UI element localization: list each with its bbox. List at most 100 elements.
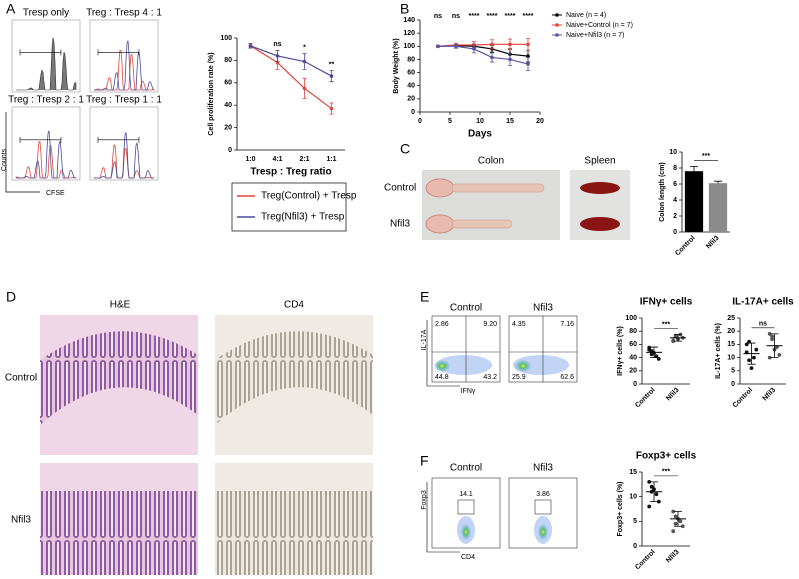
legend-label: Naive+Control (n = 7) [566,22,633,29]
histogram-title: Tresp only [23,8,69,19]
flow-ylabel: IL-17A [421,329,428,350]
dot [671,529,676,534]
flow-ylabel: Foxp3 [421,490,428,510]
bar [684,171,704,232]
histogram-trace [94,40,155,91]
histogram-trace [93,49,155,91]
chart-title: Foxp3+ cells [636,451,697,462]
cell-cloud [461,524,471,540]
y-tick-label: 40 [629,354,637,361]
significance: ns [759,321,767,328]
significance: ns [273,41,281,48]
dot [671,509,676,514]
histology-row-label: Nfil3 [11,515,31,526]
y-tick-label: 20 [224,124,232,131]
histogram-xlabel: CFSE [46,190,65,197]
flow-xlabel: IFNγ [461,388,476,395]
x-tick-label: Control [732,387,755,410]
flow-column-label: Control [450,303,482,314]
dot [777,353,782,357]
quadrant-value: 7.16 [560,321,574,328]
y-tick-label: 10 [727,354,735,361]
dot [680,524,685,529]
y-tick-label: 0 [228,147,232,154]
x-tick-label: 10 [476,118,484,125]
y-tick-label: 15 [727,341,735,348]
histology-tissue [40,491,198,575]
x-tick-label: 15 [506,118,514,125]
y-axis-label: Foxp3+ cells (%) [617,481,624,536]
histogram-frame [11,19,81,93]
flow-plot [431,477,501,549]
gate [97,49,140,56]
dot [673,521,678,526]
x-tick-label: 1:1 [326,156,336,163]
photo-row-label: Control [384,183,416,194]
dot [671,338,676,343]
y-axis-label: IFNγ+ cells (%) [617,326,624,376]
chart-title: IFNγ+ cells [640,297,693,308]
dot [770,337,774,342]
y-tick-label: 2 [673,213,677,220]
histology-column-label: H&E [110,300,131,311]
significance: **** [469,13,480,20]
point [329,106,334,111]
colon-tissue [425,214,455,234]
flow-column-label: Nfil3 [533,463,553,474]
histogram-trace [16,130,76,179]
dot [647,504,652,509]
significance: **** [523,13,534,20]
bar [708,183,728,232]
legend-label: Naive (n = 4) [566,12,606,19]
colon-tissue [451,219,513,229]
y-tick-label: 100 [403,43,415,50]
legend-marker [555,13,559,17]
quadrant-value: 9.20 [483,321,497,328]
legend-marker [555,23,559,27]
y-tick-label: 0 [633,543,637,550]
quadrant-value: 25.9 [512,374,526,381]
gate-value: 3.86 [536,491,550,498]
y-tick-label: 20 [629,368,637,375]
y-tick-label: 10 [629,494,637,501]
panel-label: B [400,1,409,17]
panel-label: F [420,453,429,469]
spleen-tissue [580,217,620,231]
point [302,59,307,64]
dot [654,492,659,497]
dot [747,358,751,363]
point [472,47,476,51]
histogram-frame [89,106,159,181]
point [248,44,253,48]
gate [457,499,475,515]
panel-label: A [6,1,16,17]
gate [19,136,62,143]
significance: *** [662,321,670,328]
cell-cloud [515,360,531,372]
y-tick-label: 20 [727,328,735,335]
x-tick-label: 4:1 [272,156,282,163]
histology-tissue [40,331,198,425]
x-tick-label: 1:0 [245,156,255,163]
error-bar [674,511,682,527]
y-tick-label: 0 [411,109,415,116]
panel-label: E [420,289,429,305]
dot [770,334,774,339]
error-bar [674,334,682,342]
point [490,55,494,60]
histogram-trace [16,37,77,91]
photo-column-label: Colon [478,156,504,167]
x-tick-label: 5 [448,118,452,125]
y-tick-label: 10 [669,149,677,156]
y-tick-label: 20 [407,96,415,103]
y-tick-label: 80 [224,57,232,64]
flow-column-label: Nfil3 [533,303,553,314]
dot [767,331,772,336]
y-tick-label: 60 [224,80,232,87]
point [436,44,440,49]
flow-column-label: Control [450,463,482,474]
spleen-tissue [580,182,620,194]
significance: *** [702,153,710,160]
legend-label: Treg(Nfil3) + Tresp [261,212,345,223]
significance: *** [662,469,670,476]
